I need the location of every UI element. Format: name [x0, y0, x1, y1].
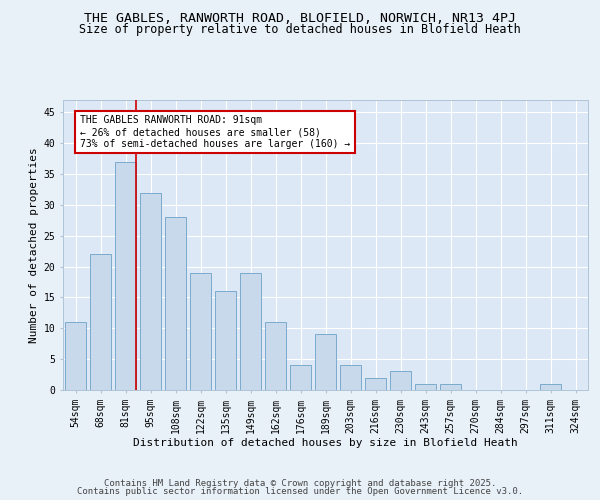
- Bar: [140, 192, 161, 390]
- Bar: [365, 378, 386, 390]
- Text: Contains public sector information licensed under the Open Government Licence v3: Contains public sector information licen…: [77, 487, 523, 496]
- Bar: [265, 322, 286, 390]
- Bar: [340, 366, 361, 390]
- Y-axis label: Number of detached properties: Number of detached properties: [29, 147, 40, 343]
- Text: THE GABLES, RANWORTH ROAD, BLOFIELD, NORWICH, NR13 4PJ: THE GABLES, RANWORTH ROAD, BLOFIELD, NOR…: [84, 12, 516, 26]
- Bar: [240, 273, 261, 390]
- X-axis label: Distribution of detached houses by size in Blofield Heath: Distribution of detached houses by size …: [133, 438, 518, 448]
- Bar: [90, 254, 111, 390]
- Bar: [115, 162, 136, 390]
- Bar: [165, 217, 186, 390]
- Bar: [65, 322, 86, 390]
- Bar: [540, 384, 561, 390]
- Bar: [190, 273, 211, 390]
- Bar: [215, 292, 236, 390]
- Text: THE GABLES RANWORTH ROAD: 91sqm
← 26% of detached houses are smaller (58)
73% of: THE GABLES RANWORTH ROAD: 91sqm ← 26% of…: [80, 116, 350, 148]
- Bar: [390, 372, 411, 390]
- Bar: [290, 366, 311, 390]
- Bar: [440, 384, 461, 390]
- Bar: [415, 384, 436, 390]
- Text: Size of property relative to detached houses in Blofield Heath: Size of property relative to detached ho…: [79, 22, 521, 36]
- Bar: [315, 334, 336, 390]
- Text: Contains HM Land Registry data © Crown copyright and database right 2025.: Contains HM Land Registry data © Crown c…: [104, 478, 496, 488]
